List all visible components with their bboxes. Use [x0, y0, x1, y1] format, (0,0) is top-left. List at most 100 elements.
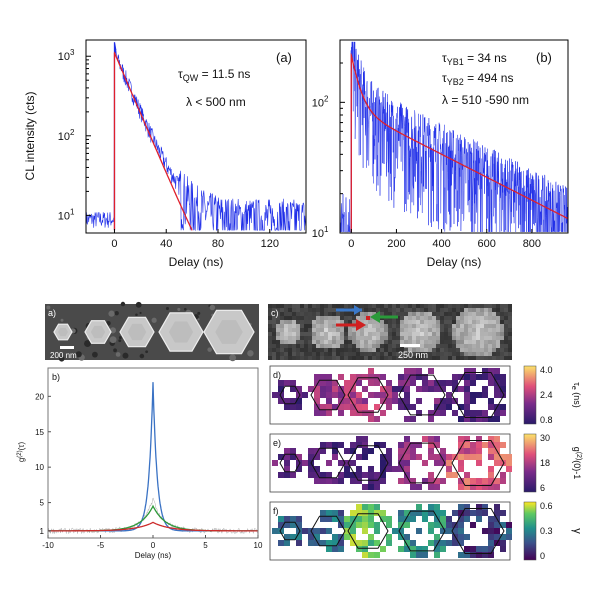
cl-map-pixel: [380, 312, 384, 316]
cl-map-pixel: [448, 348, 452, 352]
cl-map-pixel: [452, 336, 456, 340]
map-pixel: [290, 534, 296, 540]
map-pixel: [446, 522, 452, 528]
cl-map-pixel: [300, 352, 304, 356]
colorbar-tick-label: 0.3: [540, 526, 553, 536]
map-pixel: [428, 386, 434, 392]
cl-map-pixel: [416, 340, 420, 344]
map-pixel: [506, 460, 512, 466]
cl-map-pixel: [324, 308, 328, 312]
map-pixel: [446, 528, 452, 534]
cl-map-pixel: [468, 312, 472, 316]
cl-map-pixel: [356, 316, 360, 320]
cl-map-pixel: [496, 324, 500, 328]
cl-map-pixel: [436, 308, 440, 312]
sem-hexagon-core: [215, 320, 243, 344]
map-hexagon-outline: [451, 372, 505, 418]
cl-map-pixel: [412, 352, 416, 356]
cl-map-pixel: [444, 352, 448, 356]
cl-map-pixel: [332, 356, 336, 360]
sem-grain: [46, 305, 51, 310]
cl-map-pixel: [476, 308, 480, 312]
cl-map-pixel: [272, 320, 276, 324]
map-pixel: [344, 404, 350, 410]
sem-image: 200 nm a): [45, 301, 259, 362]
cl-map-pixel: [492, 328, 496, 332]
cl-map-pixel: [476, 320, 480, 324]
cl-map-pixel: [472, 328, 476, 332]
cl-map-pixel: [292, 320, 296, 324]
cl-map-pixel: [412, 348, 416, 352]
cl-map-pixel: [476, 332, 480, 336]
map-pixel: [314, 392, 320, 398]
cl-map-pixel: [392, 304, 396, 308]
cl-map-pixel: [452, 328, 456, 332]
cl-map-pixel: [324, 320, 328, 324]
cl-map-pixel: [368, 356, 372, 360]
cl-map-pixel: [432, 328, 436, 332]
cl-map-pixel: [424, 324, 428, 328]
cl-map-pixel: [304, 336, 308, 340]
map-pixel: [326, 546, 332, 552]
map-pixel: [362, 472, 368, 478]
map-pixel: [284, 534, 290, 540]
cl-map-pixel: [352, 356, 356, 360]
map-pixel: [500, 510, 506, 516]
map-pixel: [404, 516, 410, 522]
cl-map-pixel: [468, 356, 472, 360]
cl-map-pixel: [472, 304, 476, 308]
sem-scalebar-label: 200 nm: [50, 351, 77, 360]
cl-map-pixel: [296, 348, 300, 352]
map-pixel: [296, 540, 302, 546]
colorbar-tick-label: 30: [540, 433, 550, 443]
cl-map-pixel: [504, 328, 508, 332]
cl-map-pixel: [412, 328, 416, 332]
map-pixel: [344, 534, 350, 540]
map-pixel: [362, 504, 368, 510]
map-pixel: [404, 392, 410, 398]
cl-map-pixel: [412, 320, 416, 324]
map-pixel: [350, 540, 356, 546]
cl-map-pixel: [284, 352, 288, 356]
cl-map-pixel: [328, 312, 332, 316]
map-pixel: [410, 484, 416, 490]
cl-map-pixel: [508, 312, 512, 316]
map-pixel: [332, 442, 338, 448]
cl-map-pixel: [284, 356, 288, 360]
cl-map-pixel: [288, 332, 292, 336]
map-pixel: [272, 392, 278, 398]
map-pixel: [326, 392, 332, 398]
cl-map-pixel: [464, 332, 468, 336]
cl-map-pixel: [272, 328, 276, 332]
cl-map-pixel: [308, 312, 312, 316]
cl-map-pixel: [448, 304, 452, 308]
map-pixel: [410, 416, 416, 422]
map-pixel: [374, 374, 380, 380]
cl-map-pixel: [444, 304, 448, 308]
cl-map-pixel: [328, 348, 332, 352]
cl-map-pixel: [284, 344, 288, 348]
cl-map-pixel: [472, 324, 476, 328]
cl-map-pixel: [316, 356, 320, 360]
map-pixel: [458, 478, 464, 484]
map-pixel: [446, 392, 452, 398]
map-pixel: [494, 504, 500, 510]
cl-map-pixel: [468, 336, 472, 340]
cl-map-pixel: [344, 352, 348, 356]
map-pixel: [398, 546, 404, 552]
cl-map-pixel: [364, 308, 368, 312]
cl-map-pixel: [444, 344, 448, 348]
cl-scalebar-label: 250 nm: [398, 350, 428, 360]
map-pixel: [428, 540, 434, 546]
cl-map-pixel: [296, 340, 300, 344]
sem-grain: [122, 352, 129, 359]
cl-map-pixel: [348, 312, 352, 316]
map-pixel: [500, 522, 506, 528]
cl-map-pixel: [452, 304, 456, 308]
map-pixel: [338, 410, 344, 416]
map-pixel: [500, 386, 506, 392]
cl-map-pixel: [456, 320, 460, 324]
sem-grain: [139, 311, 142, 315]
map-pixel: [494, 534, 500, 540]
